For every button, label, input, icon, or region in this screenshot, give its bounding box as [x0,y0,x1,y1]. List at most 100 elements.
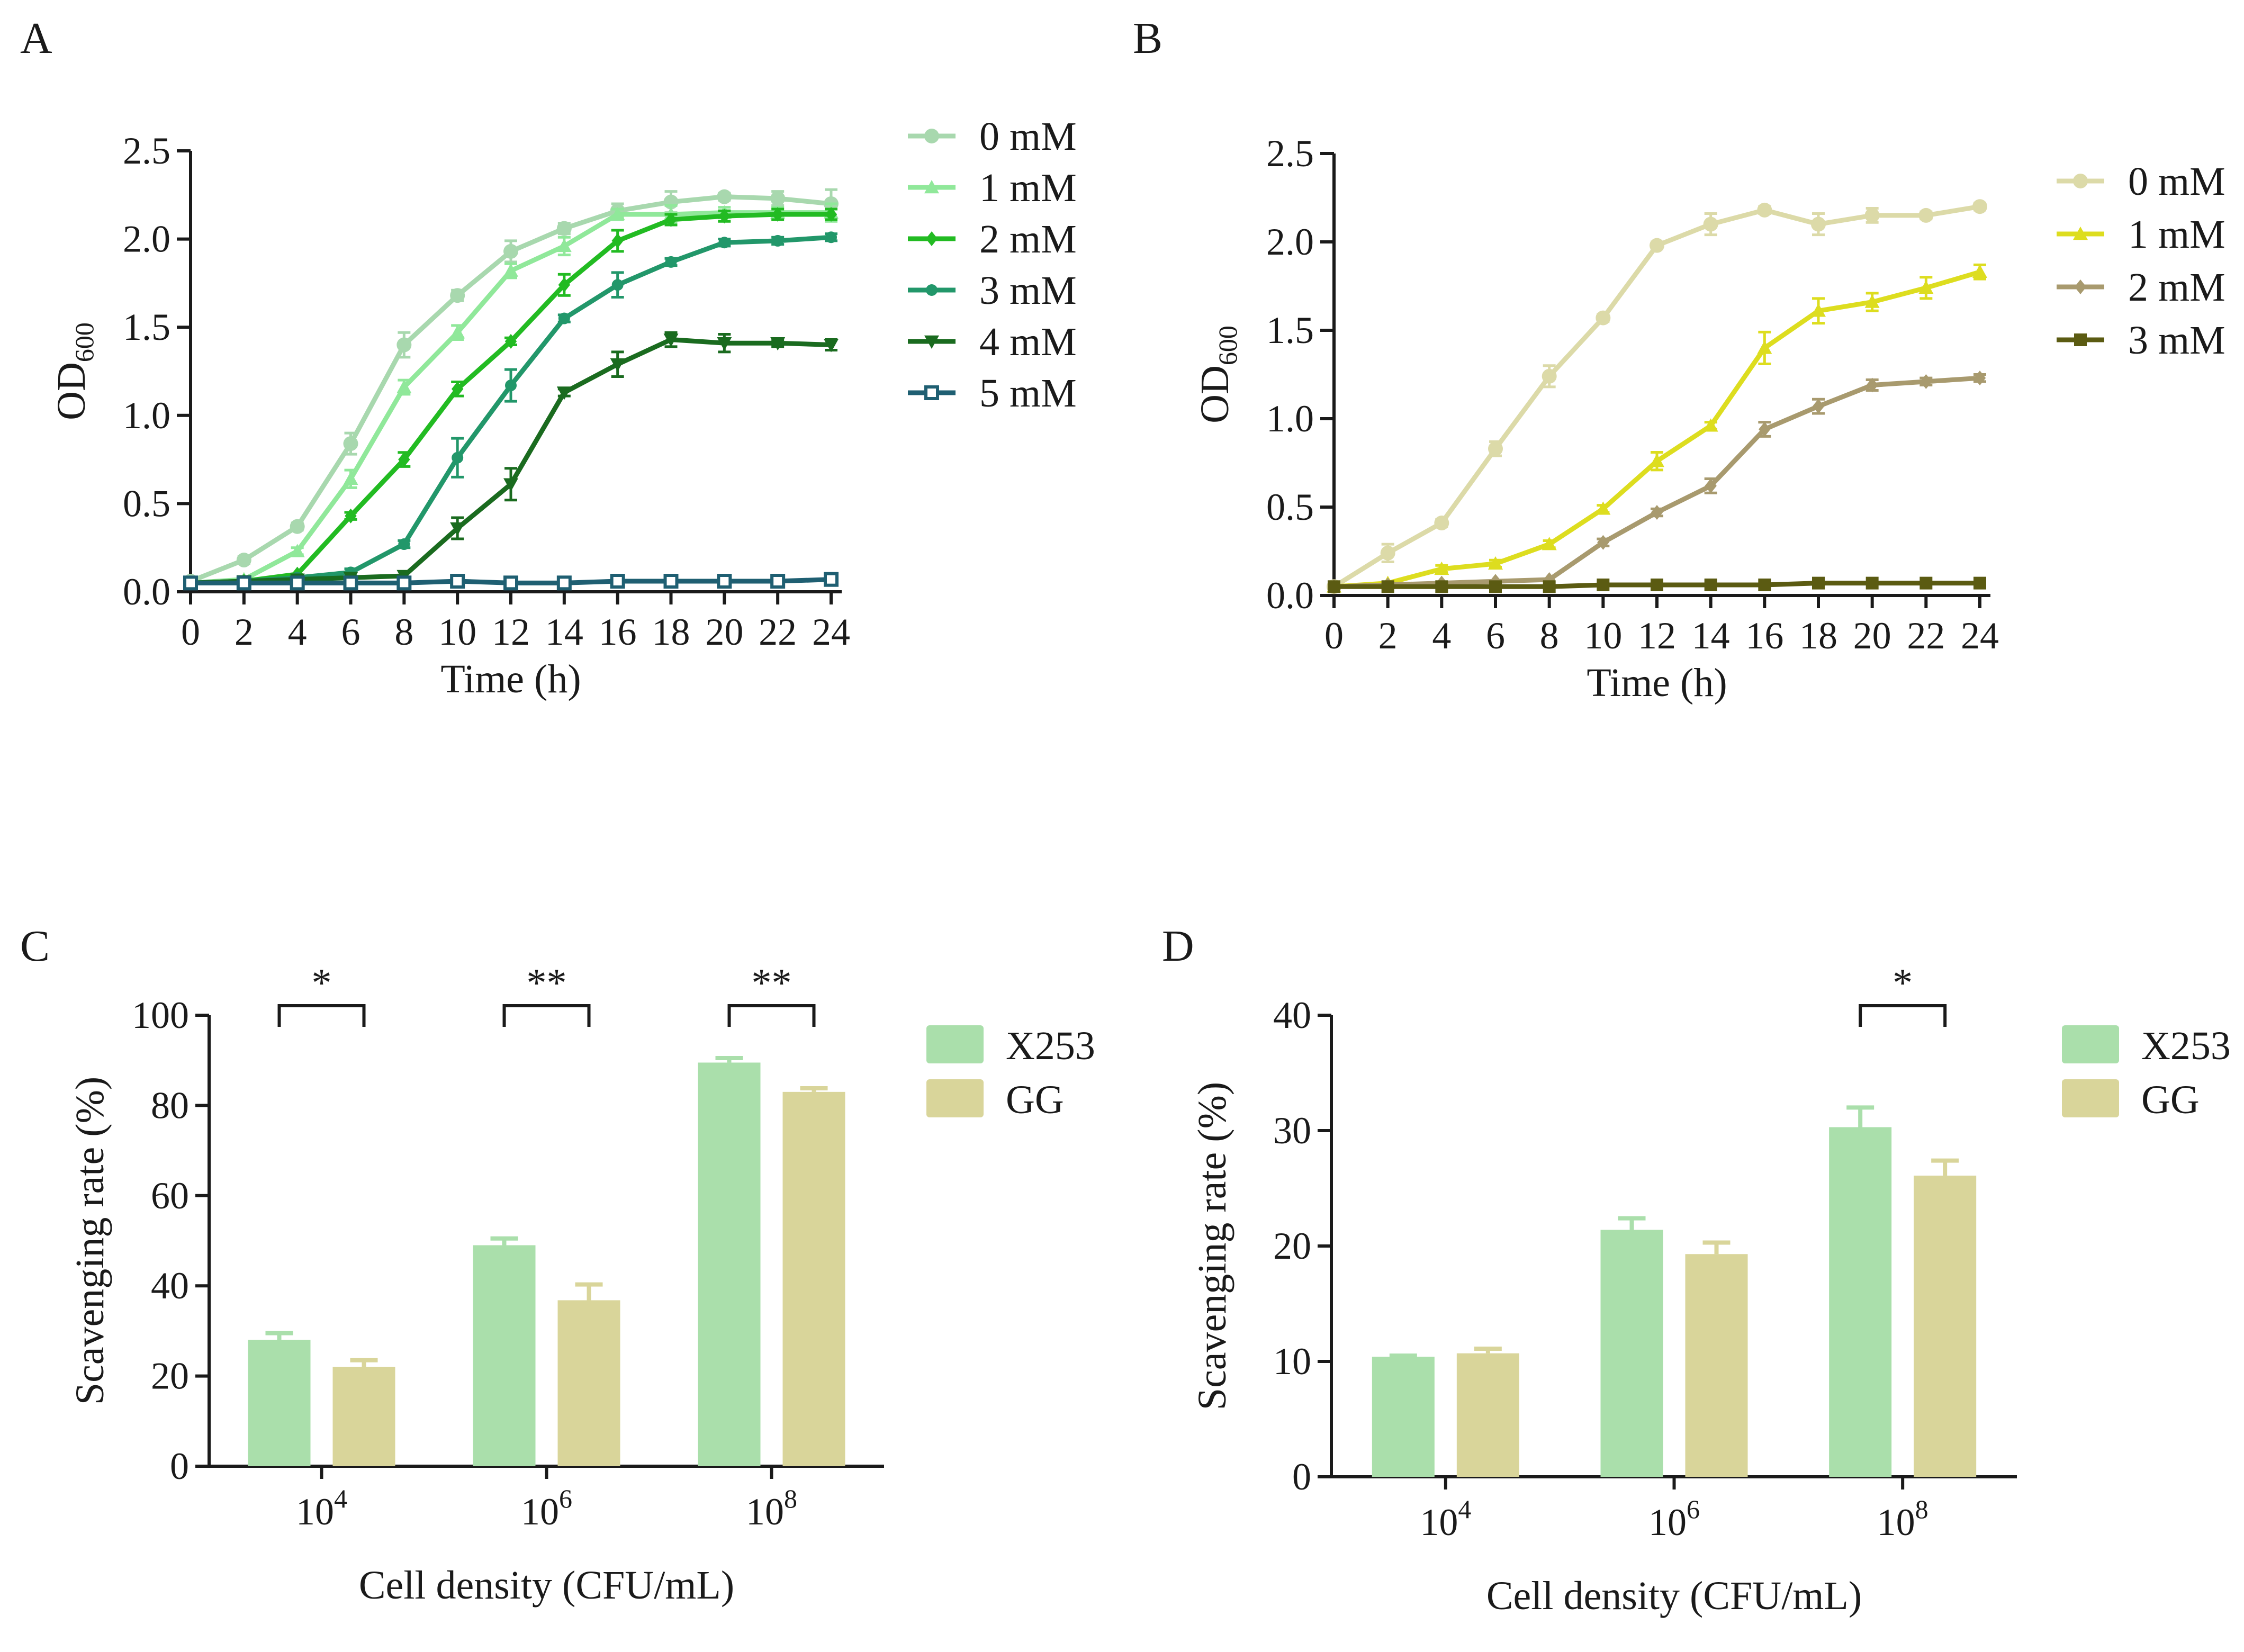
data-point [610,358,625,372]
data-point [824,339,839,353]
x-tick-label: 106 [1648,1494,1700,1543]
data-point [503,575,518,591]
y-tick-label: 1.0 [1266,398,1314,440]
data-point [1703,216,1718,232]
legend-swatch [926,1079,984,1117]
data-point [1542,537,1557,550]
data-point [771,206,784,222]
data-point [1918,207,1934,223]
y-axis-label: Scavenging rate (%) [1190,1082,1234,1410]
legend-label: 3 mM [979,268,1077,313]
legend-swatch-marker [926,284,938,296]
data-point [1380,545,1395,561]
data-point [665,212,677,227]
y-axis-label: OD600 [1193,326,1242,423]
panel-b-line-chart: B0.00.51.01.52.02.50 2 4 6 8 10 12 14 16 18 20 22 24… [1133,14,2225,705]
series-line [1333,375,1980,589]
x-axis-label: Cell density (CFU/mL) [1486,1574,1862,1618]
x-tick-label-base: 10 [1877,1501,1915,1543]
series-line [1333,269,1981,589]
significance-mark: ** [752,961,792,1005]
data-point [290,544,305,557]
legend-label: 1 mM [979,166,1077,210]
series-line [1332,204,1980,589]
y-tick-label: 10 [1273,1340,1311,1383]
x-axis-label: Time (h) [1587,661,1727,705]
data-point [1866,377,1878,393]
y-axis-label: Scavenging rate (%) [68,1077,112,1405]
x-tick-label: 10 [1584,615,1622,657]
data-point [236,553,251,568]
significance-mark: ** [527,961,567,1005]
data-point [450,288,465,303]
x-tick-label-exponent: 8 [784,1484,797,1513]
legend-label: 2 mM [2128,265,2225,310]
bar-gg [332,1367,395,1466]
y-tick-label: 0 [170,1445,189,1487]
data-point [504,333,517,349]
series-5mm [183,572,839,591]
data-point [824,572,839,587]
data-point [663,574,679,589]
legend-swatch-marker [2074,333,2087,346]
significance-bracket [727,1004,816,1027]
legend-swatch-marker [2073,174,2088,188]
y-tick-label: 60 [151,1175,189,1217]
x-tick-label: 16 [599,611,637,653]
x-tick-label-exponent: 6 [559,1484,572,1513]
series-1mm [1327,263,1987,593]
y-tick-label: 2.0 [1266,221,1314,263]
panel-a-line-chart: A0.00.51.01.52.02.50 2 4 6 8 10 12 14 16 18 20 22 24… [20,14,1077,701]
y-tick-label: 0 [1292,1456,1311,1498]
data-point [1650,238,1664,253]
data-point [770,191,786,206]
x-tick-label: 4 [1432,615,1451,657]
data-point [825,206,837,222]
x-tick-label: 104 [296,1484,347,1533]
x-tick-label: 108 [746,1484,797,1533]
data-point [610,206,625,221]
bar-gg [1456,1353,1519,1477]
panel-label: C [20,922,50,971]
x-tick-label: 22 [759,611,797,653]
legend-label: 4 mM [979,320,1077,364]
legend-label: X253 [2141,1024,2231,1068]
data-point [665,256,677,268]
data-point [770,574,786,589]
data-point [1812,399,1825,414]
series-0mm [1327,199,1987,594]
data-point [610,574,625,589]
x-tick-label: 24 [812,611,850,653]
x-tick-label: 6 [1486,615,1505,657]
legend-swatch [2062,1079,2119,1117]
y-tick-label: 2.0 [123,218,170,260]
significance-bracket [277,1004,366,1027]
x-tick-label-base: 10 [296,1491,334,1533]
legend-swatch-marker [925,231,938,246]
bar-x253 [1372,1357,1435,1477]
x-tick-label: 20 [705,611,743,653]
bar-gg [782,1091,845,1466]
data-point [1973,576,1986,590]
data-point [1435,580,1448,593]
bar-gg [1914,1176,1977,1477]
x-tick-label: 24 [1961,615,1999,657]
x-tick-label: 2 [235,611,254,653]
data-point [825,231,837,243]
x-tick-label: 8 [1540,615,1559,657]
legend-label: 0 mM [979,114,1077,159]
x-tick-label: 2 [1378,615,1398,657]
data-point [343,575,358,591]
legend-swatch-marker [924,129,939,143]
data-point [450,522,465,536]
x-tick-label: 20 [1853,615,1891,657]
data-point [452,452,464,464]
y-tick-label: 2.5 [1266,132,1314,175]
x-tick-label: 14 [545,611,583,653]
bar-x253 [1829,1127,1892,1477]
x-tick-label-base: 10 [746,1491,784,1533]
x-tick-label: 0 [1324,615,1344,657]
data-point [398,452,410,467]
panel-label: A [20,14,52,63]
y-tick-label: 1.0 [123,394,170,437]
